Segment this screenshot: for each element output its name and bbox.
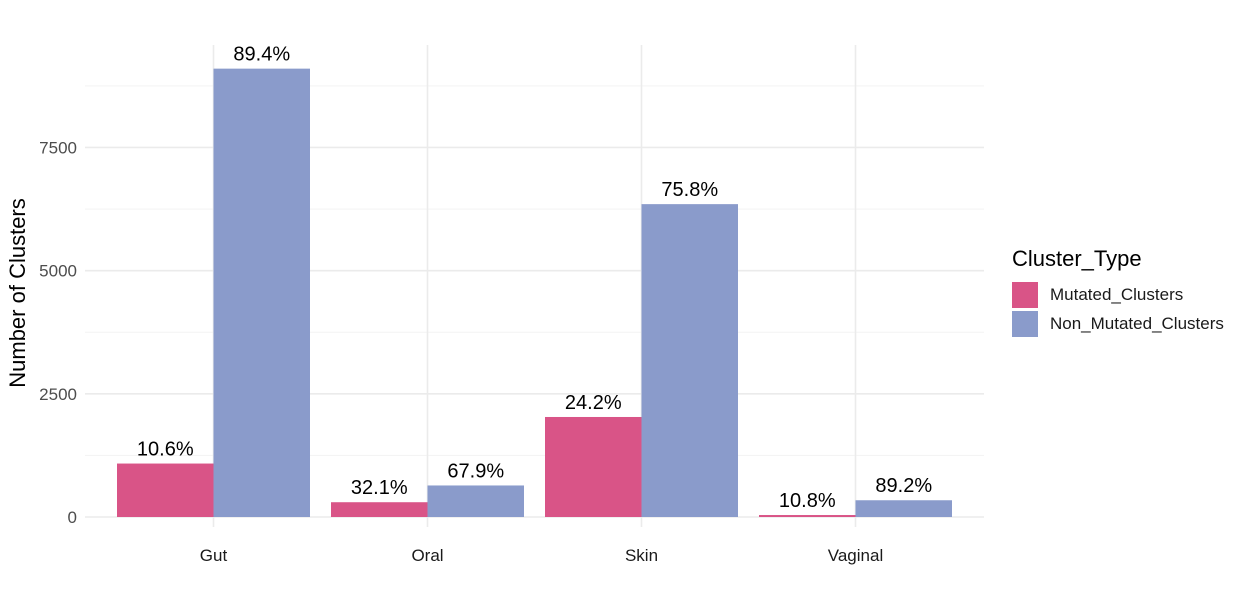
legend-label-non-mutated: Non_Mutated_Clusters <box>1050 313 1224 333</box>
bars <box>117 68 952 517</box>
x-tick-label: Vaginal <box>828 546 883 565</box>
data-label: 67.9% <box>447 460 504 482</box>
bar <box>331 502 428 517</box>
bar <box>855 500 952 517</box>
bar <box>641 204 738 517</box>
bar <box>213 68 310 517</box>
y-tick-label: 7500 <box>39 138 77 157</box>
y-tick-label: 0 <box>68 508 77 527</box>
bar <box>759 515 856 517</box>
data-label: 32.1% <box>351 477 408 499</box>
data-label: 10.8% <box>779 490 836 512</box>
data-label: 24.2% <box>565 392 622 414</box>
legend: Cluster_Type Mutated_Clusters Non_Mutate… <box>1012 246 1224 338</box>
legend-title: Cluster_Type <box>1012 246 1142 271</box>
bar <box>545 416 642 517</box>
legend-item-non-mutated: Non_Mutated_Clusters <box>1012 309 1224 338</box>
legend-swatch-mutated <box>1012 281 1038 308</box>
data-labels: 10.6% 89.4% 32.1% 67.9% 24.2% 75.8% 10.8% 89.2% <box>137 44 932 512</box>
data-label: 89.4% <box>233 44 290 66</box>
y-axis-title: Number of Clusters <box>5 198 30 388</box>
legend-item-mutated: Mutated_Clusters <box>1012 280 1224 309</box>
bar <box>427 485 524 517</box>
y-tick-label: 2500 <box>39 385 77 404</box>
data-label: 75.8% <box>661 179 718 201</box>
x-tick-label: Oral <box>411 546 443 565</box>
y-tick-label: 5000 <box>39 262 77 281</box>
x-tick-label: Gut <box>200 546 228 565</box>
data-label: 89.2% <box>875 475 932 497</box>
legend-label-mutated: Mutated_Clusters <box>1050 284 1184 304</box>
axes: 0 2500 5000 7500 Gut Oral Skin Vaginal <box>39 138 883 565</box>
data-label: 10.6% <box>137 439 194 461</box>
x-tick-label: Skin <box>625 546 658 565</box>
legend-swatch-non-mutated <box>1012 310 1038 337</box>
bar <box>117 463 214 517</box>
